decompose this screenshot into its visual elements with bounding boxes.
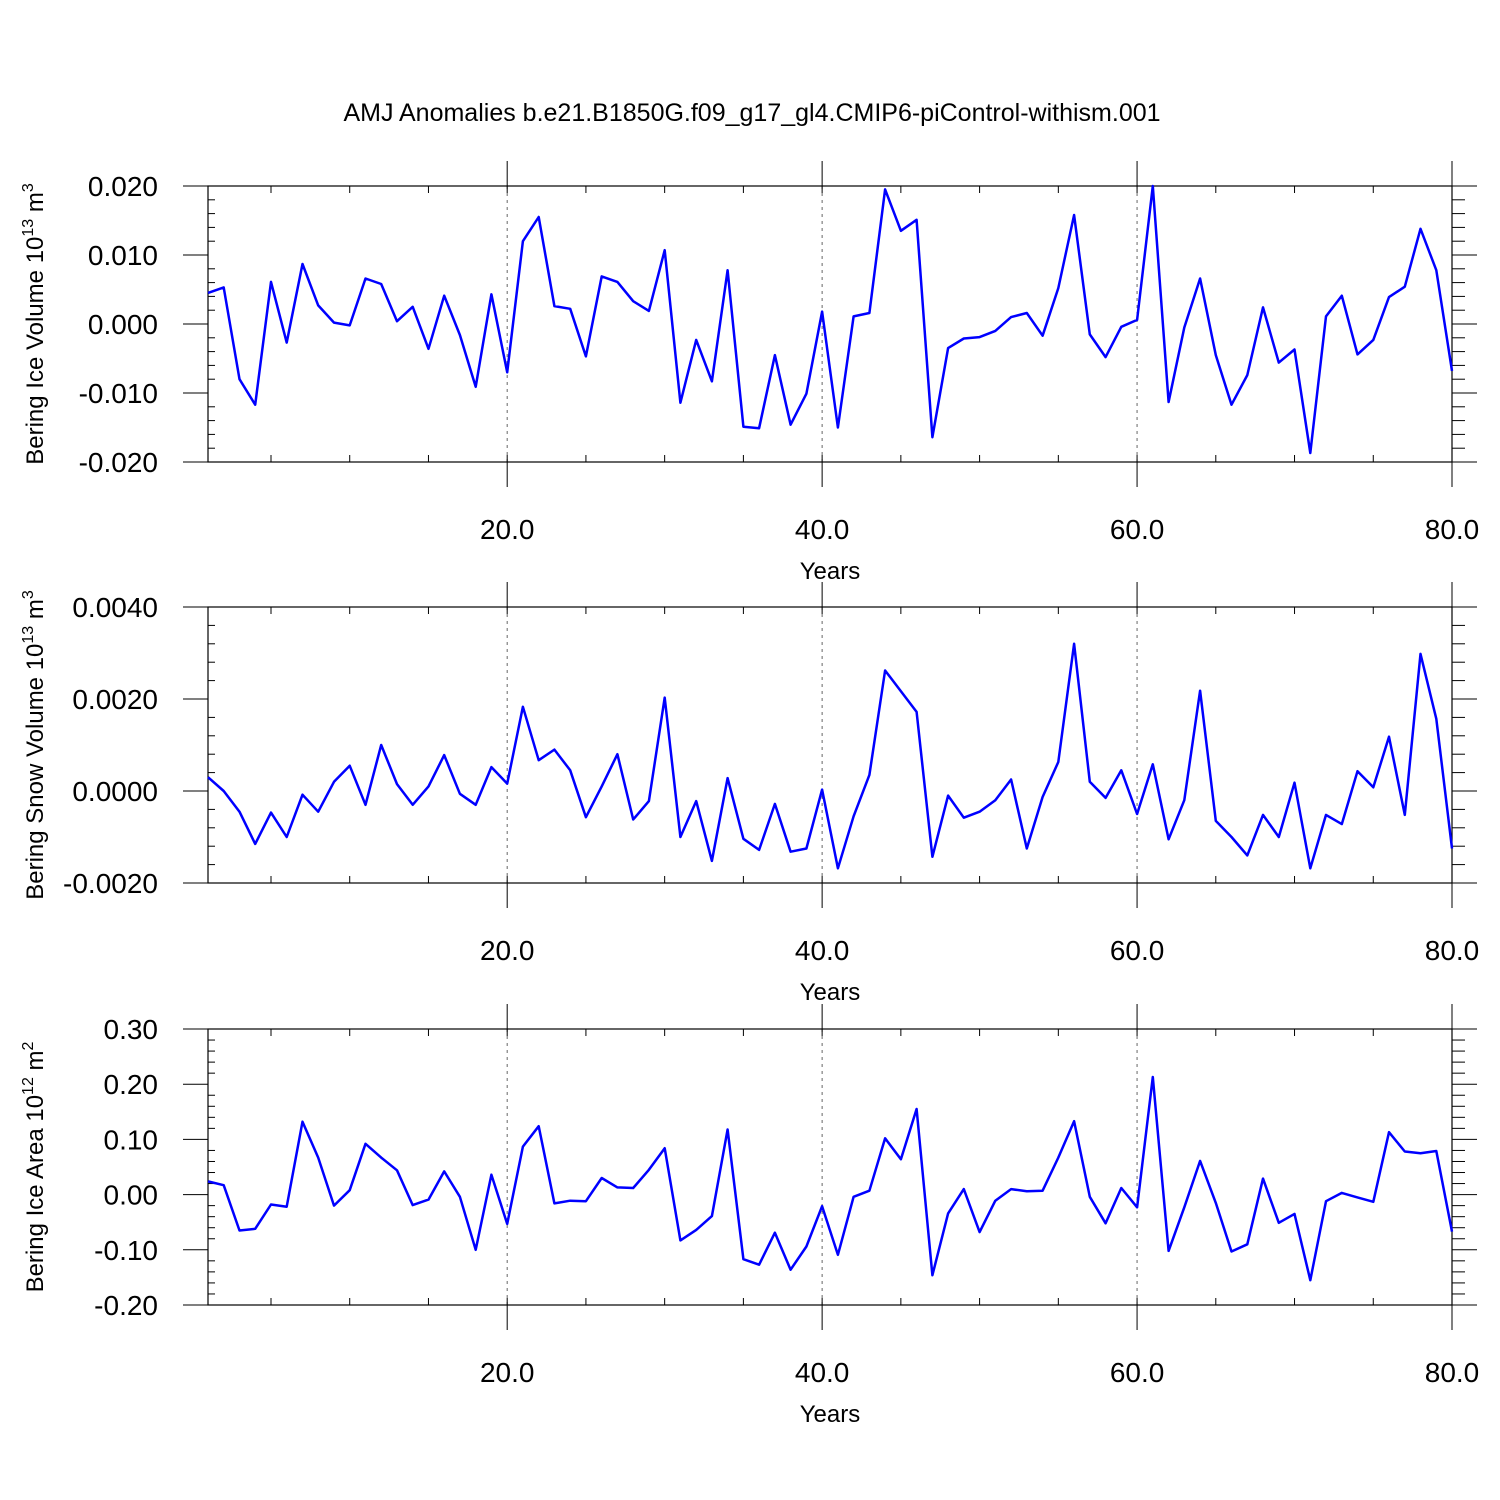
y-tick-label: 0.020 (88, 171, 158, 202)
y-tick-label: 0.30 (104, 1014, 159, 1045)
x-tick-label: 60.0 (1110, 935, 1165, 966)
panel-1: -0.020 -0.010 0.000 0.010 0.020 20.0 40.0 60.0 8… (20, 161, 1479, 585)
y-axis-title: Bering Ice Volume 1013 m3 (20, 183, 49, 465)
panel-3: -0.20 -0.10 0.00 0.10 0.20 0.30 20.0 40.0 60.0 80… (20, 1004, 1479, 1428)
y-tick-label: 0.000 (88, 309, 158, 340)
plot-frame (207, 1028, 1453, 1306)
series-line (207, 1075, 1454, 1282)
y-tick-label: -0.20 (94, 1290, 158, 1321)
plot-frame (207, 606, 1453, 884)
y-tick-label: 0.0040 (72, 592, 158, 623)
y-tick-label: -0.020 (79, 447, 158, 478)
y-tick-label: 0.010 (88, 240, 158, 271)
x-axis-title: Years (800, 1401, 861, 1428)
x-tick-label: 80.0 (1425, 935, 1480, 966)
plot-frame (207, 185, 1453, 463)
x-tick-label: 20.0 (480, 1357, 535, 1388)
y-axis-title: Bering Ice Area 1012 m2 (20, 1041, 49, 1292)
y-tick-label: 0.20 (104, 1069, 159, 1100)
figure-title: AMJ Anomalies b.e21.B1850G.f09_g17_gl4.C… (343, 99, 1160, 127)
y-tick-label: -0.0020 (63, 868, 158, 899)
x-axis-title: Years (800, 558, 861, 585)
x-tick-label: 80.0 (1425, 514, 1480, 545)
x-axis-title: Years (800, 979, 861, 1006)
series-line (207, 184, 1454, 455)
x-tick-label: 60.0 (1110, 514, 1165, 545)
x-tick-label: 20.0 (480, 935, 535, 966)
x-tick-label: 40.0 (795, 935, 850, 966)
y-tick-label: -0.10 (94, 1235, 158, 1266)
x-tick-label: 20.0 (480, 514, 535, 545)
x-tick-label: 40.0 (795, 514, 850, 545)
y-tick-label: 0.0000 (72, 776, 158, 807)
y-tick-label: 0.00 (104, 1180, 159, 1211)
panels: -0.020 -0.010 0.000 0.010 0.020 20.0 40.0 60.0 8… (20, 161, 1479, 1428)
y-tick-label: 0.10 (104, 1124, 159, 1155)
panel-2: -0.0020 0.0000 0.0020 0.0040 20.0 40.0 60.0 80.… (20, 582, 1479, 1006)
x-tick-label: 40.0 (795, 1357, 850, 1388)
y-axis-title: Bering Snow Volume 1013 m3 (20, 590, 49, 900)
x-tick-label: 60.0 (1110, 1357, 1165, 1388)
y-tick-label: -0.010 (79, 378, 158, 409)
x-tick-label: 80.0 (1425, 1357, 1480, 1388)
series-line (207, 642, 1454, 870)
y-tick-label: 0.0020 (72, 684, 158, 715)
